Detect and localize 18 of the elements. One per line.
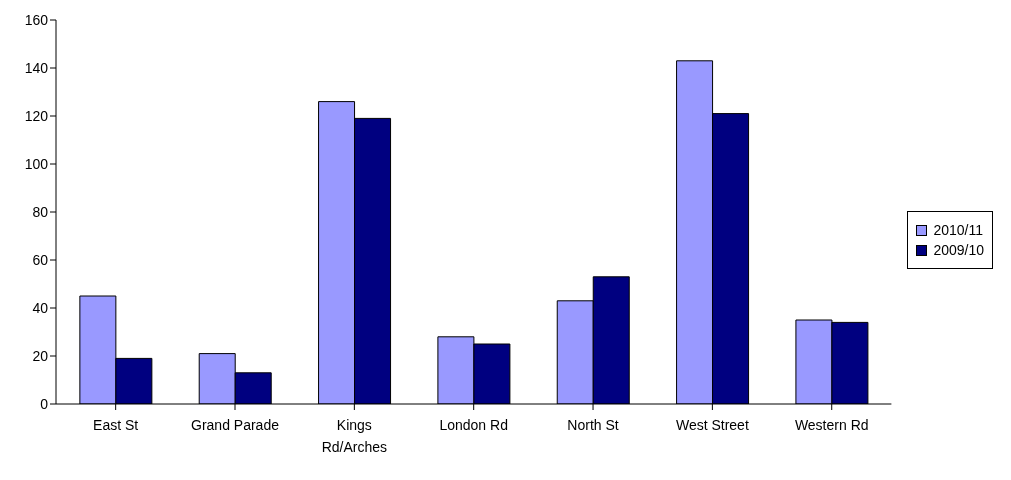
y-tick-label: 40 — [32, 299, 49, 316]
x-tick-label: East St — [93, 417, 139, 433]
x-tick-label: West Street — [675, 417, 749, 433]
y-tick-label: 120 — [24, 107, 49, 124]
y-tick-label: 140 — [24, 59, 49, 76]
x-tick-label: Grand Parade — [191, 417, 280, 433]
y-tick-label: 60 — [32, 251, 49, 268]
legend-label: 2009/10 — [933, 242, 984, 258]
y-tick-label: 160 — [24, 11, 49, 28]
y-tick-label: 80 — [32, 203, 49, 220]
x-tick-label: Kings Rd/Arches — [321, 417, 388, 455]
y-tick-label: 100 — [24, 155, 49, 172]
y-tick-label: 20 — [32, 347, 49, 364]
x-tick-label: North St — [567, 417, 619, 433]
x-tick-label: Western Rd — [794, 417, 869, 433]
legend-label: 2010/11 — [933, 222, 983, 238]
y-tick-label: 0 — [40, 395, 49, 412]
x-tick-label: London Rd — [439, 417, 508, 433]
